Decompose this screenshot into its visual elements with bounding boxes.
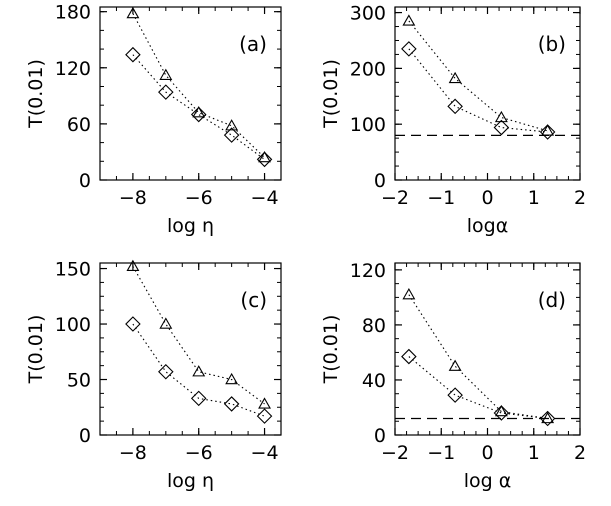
series-line-triangle [132,266,265,405]
triangle-marker [192,106,206,118]
diamond-marker [158,363,174,380]
diamond-marker [401,348,417,365]
y-tick-label: 180 [55,2,91,24]
diamond-marker [223,127,240,143]
y-tick-label: 0 [79,170,91,192]
triangle-marker [258,150,271,163]
y-tick-label: 100 [55,314,91,336]
triangle-marker [126,259,140,272]
y-tick-label: 60 [67,114,91,136]
x-tick-label: −8 [119,187,147,209]
x-axis-label: log α [464,470,512,492]
x-tick-label: −6 [185,187,213,209]
x-tick-label: 0 [481,187,493,209]
diamond-marker [256,408,273,424]
diamond-marker [190,390,207,407]
x-axis-label: log η [167,215,214,237]
triangle-marker [541,124,555,136]
diamond-marker [401,41,417,57]
triangle-marker [192,365,206,377]
triangle-marker [225,119,239,131]
y-tick-label: 120 [55,58,91,80]
y-tick-label: 50 [67,370,91,392]
series-line-triangle [408,294,548,420]
x-tick-label: −4 [251,442,279,464]
diamond-marker [125,46,141,63]
plot-frame [99,262,282,436]
diamond-marker [158,84,174,100]
y-tick-label: 80 [362,315,386,337]
y-axis-label: T(0.01) [320,59,342,129]
x-tick-label: 0 [481,442,493,464]
x-tick-label: 1 [528,442,540,464]
diamond-marker [125,316,141,332]
x-tick-label: −1 [427,442,455,464]
series-line-diamond [132,323,265,417]
y-tick-label: 100 [350,114,386,136]
panel-2: −8 −6 −4 0 50 100 150 log η T(0.01) (c) [25,259,282,492]
triangle-marker [494,404,508,417]
diamond-marker [493,119,510,136]
panel-label: (b) [538,32,566,56]
y-tick-label: 0 [374,425,386,447]
triangle-marker [258,397,271,409]
panel-label: (d) [538,288,566,312]
y-tick-label: 150 [55,259,91,281]
triangle-marker [448,71,462,84]
x-tick-label: −4 [251,187,279,209]
x-tick-label: −2 [381,442,409,464]
triangle-marker [159,317,173,329]
series-line-diamond [408,356,548,420]
plot-frame [99,6,282,181]
panel-label: (a) [239,32,267,56]
x-tick-label: −1 [427,187,455,209]
y-tick-label: 300 [350,3,386,25]
y-tick-label: 120 [350,260,386,282]
x-axis-label: log η [167,470,214,492]
x-tick-label: 2 [574,442,586,464]
diamond-marker [539,410,556,427]
triangle-marker [448,359,462,371]
x-tick-label: 2 [574,187,586,209]
x-tick-label: 1 [528,187,540,209]
diamond-marker [256,151,273,168]
diamond-marker [190,106,207,123]
x-tick-label: −2 [381,187,409,209]
y-tick-label: 0 [79,425,91,447]
triangle-marker [402,14,416,26]
panel-label: (c) [240,288,267,312]
y-tick-label: 0 [374,170,386,192]
triangle-marker [494,110,508,123]
y-axis-label: T(0.01) [25,315,47,385]
y-tick-label: 200 [350,58,386,80]
panel-1: −2 −1 0 1 2 0 100 200 300 logα T(0.01) (b) [320,3,586,237]
y-tick-label: 40 [362,370,386,392]
diamond-marker [447,387,463,403]
y-axis-label: T(0.01) [25,59,47,129]
diamond-marker [539,124,556,140]
triangle-marker [402,288,416,300]
triangle-marker [225,372,239,385]
panel-0: −8 −6 −4 0 60 120 180 log η T(0.01) (a) [25,2,282,237]
y-axis-label: T(0.01) [320,315,342,385]
x-axis-label: logα [467,215,509,237]
diamond-marker [223,396,240,412]
triangle-marker [126,6,140,19]
series-line-triangle [408,20,548,132]
diamond-marker [447,98,463,115]
x-tick-label: −8 [119,442,147,464]
series-line-diamond [408,48,548,133]
triangle-marker [159,68,173,80]
diamond-marker [493,405,510,421]
x-tick-label: −6 [185,442,213,464]
